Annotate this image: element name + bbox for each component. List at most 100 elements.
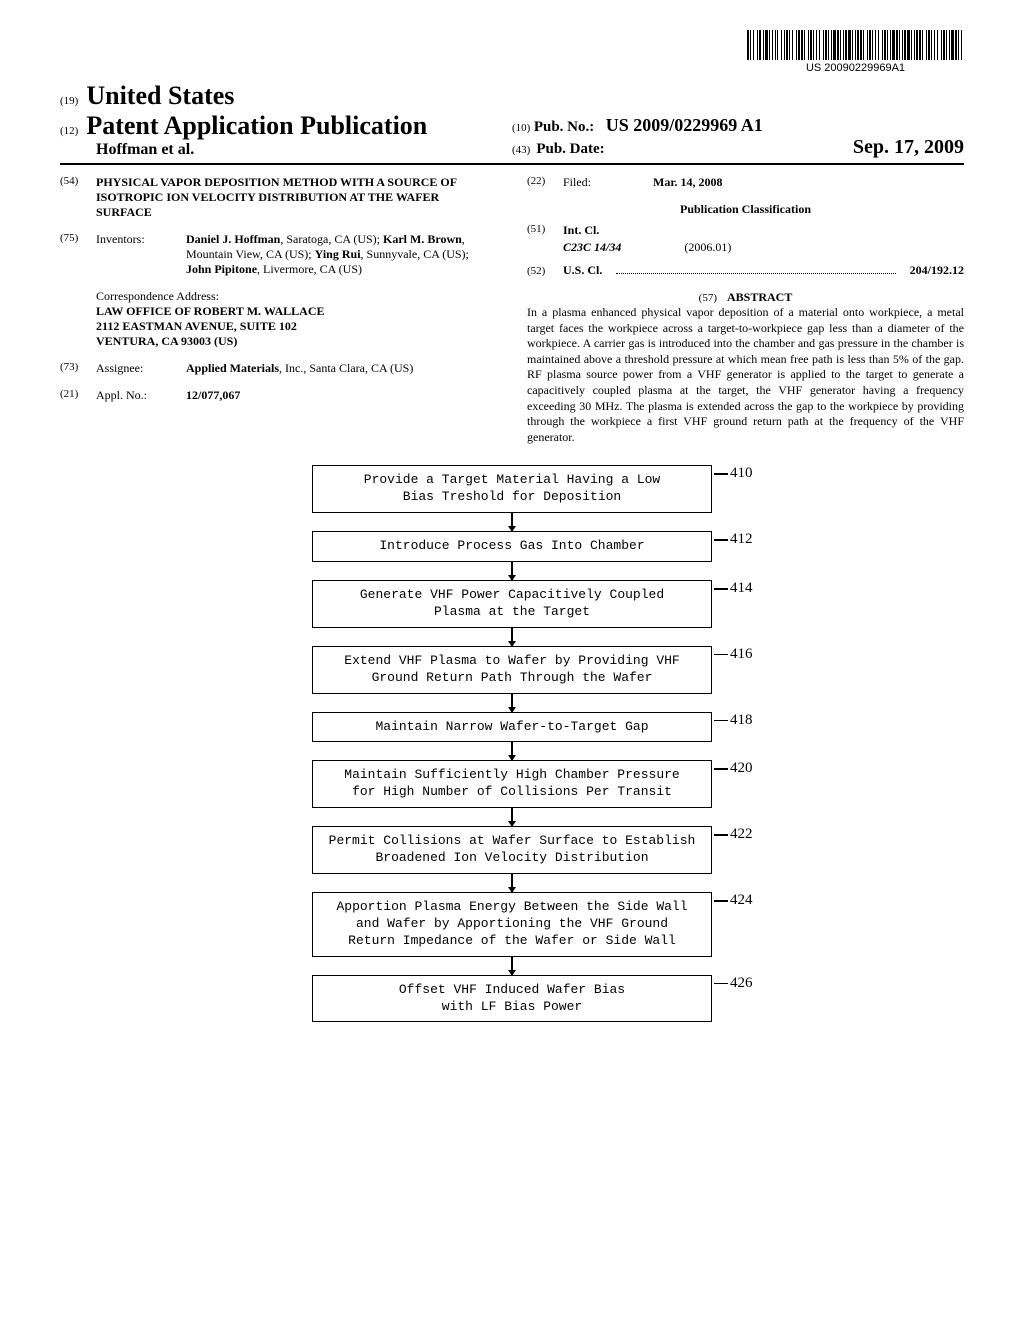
filed-label: Filed: [563, 175, 643, 190]
flow-step-416: Extend VHF Plasma to Wafer by Providing … [312, 646, 712, 694]
inid-52: (52) [527, 265, 553, 277]
flow-connector [714, 654, 728, 656]
flow-step-414: Generate VHF Power Capacitively CoupledP… [312, 580, 712, 628]
us-cl-row: (52) U.S. Cl. 204/192.12 [527, 263, 964, 278]
bibliographic-body: (54) PHYSICAL VAPOR DEPOSITION METHOD WI… [60, 175, 964, 445]
flow-arrow-icon [511, 957, 513, 975]
flow-step-422: Permit Collisions at Wafer Surface to Es… [312, 826, 712, 874]
left-column: (54) PHYSICAL VAPOR DEPOSITION METHOD WI… [60, 175, 497, 445]
flow-label: 412 [730, 531, 753, 548]
corr-line-2: 2112 EASTMAN AVENUE, SUITE 102 [96, 319, 497, 334]
flow-box: Maintain Sufficiently High Chamber Press… [312, 760, 712, 808]
flow-step-424: Apportion Plasma Energy Between the Side… [312, 892, 712, 957]
flow-arrow-icon [511, 742, 513, 760]
assignee-value: Applied Materials, Inc., Santa Clara, CA… [186, 361, 497, 376]
int-cl-code: C23C 14/34 [563, 240, 621, 254]
flow-label: 410 [730, 465, 753, 482]
classification-heading: Publication Classification [527, 202, 964, 217]
abstract-text: In a plasma enhanced physical vapor depo… [527, 305, 964, 445]
flow-connector [714, 900, 728, 902]
flow-label: 424 [730, 892, 753, 909]
barcode: US 20090229969A1 [747, 30, 964, 74]
pub-no-value: US 2009/0229969 A1 [606, 115, 763, 135]
flow-box: Apportion Plasma Energy Between the Side… [312, 892, 712, 957]
header-right: (10) Pub. No.: US 2009/0229969 A1 (43) P… [512, 115, 964, 159]
inventors-value: Daniel J. Hoffman, Saratoga, CA (US); Ka… [186, 232, 497, 277]
flow-step-420: Maintain Sufficiently High Chamber Press… [312, 760, 712, 808]
flow-box: Generate VHF Power Capacitively CoupledP… [312, 580, 712, 628]
flow-step-426: Offset VHF Induced Wafer Biaswith LF Bia… [312, 975, 712, 1023]
authors-surname: Hoffman et al. [96, 141, 512, 159]
inid-54: (54) [60, 175, 86, 220]
corr-label: Correspondence Address: [96, 289, 497, 304]
inid-19: (19) [60, 95, 78, 107]
inid-21: (21) [60, 388, 86, 403]
inid-43: (43) [512, 144, 530, 156]
appl-row: (21) Appl. No.: 12/077,067 [60, 388, 497, 403]
inid-22: (22) [527, 175, 553, 190]
int-cl-year: (2006.01) [684, 240, 731, 254]
flow-box: Provide a Target Material Having a LowBi… [312, 465, 712, 513]
appl-value: 12/077,067 [186, 388, 497, 403]
assignee-row: (73) Assignee: Applied Materials, Inc., … [60, 361, 497, 376]
flow-step-410: Provide a Target Material Having a LowBi… [312, 465, 712, 513]
flow-label: 414 [730, 580, 753, 597]
flow-connector [714, 834, 728, 836]
inventors-label: Inventors: [96, 232, 176, 277]
flow-label: 416 [730, 646, 753, 663]
us-cl-value: 204/192.12 [910, 263, 964, 278]
corr-line-3: VENTURA, CA 93003 (US) [96, 334, 497, 349]
barcode-area: US 20090229969A1 [60, 30, 964, 76]
barcode-bars [747, 30, 964, 60]
flow-connector [714, 539, 728, 541]
flow-arrow-icon [511, 874, 513, 892]
flow-box: Permit Collisions at Wafer Surface to Es… [312, 826, 712, 874]
inventors-row: (75) Inventors: Daniel J. Hoffman, Sarat… [60, 232, 497, 277]
flow-connector [714, 473, 728, 475]
flow-label: 418 [730, 712, 753, 729]
flow-box: Maintain Narrow Wafer-to-Target Gap [312, 712, 712, 743]
flow-box: Introduce Process Gas Into Chamber [312, 531, 712, 562]
title-row: (54) PHYSICAL VAPOR DEPOSITION METHOD WI… [60, 175, 497, 220]
flow-label: 420 [730, 760, 753, 777]
assignee-label: Assignee: [96, 361, 176, 376]
flowchart-diagram: Provide a Target Material Having a LowBi… [60, 465, 964, 1022]
flow-arrow-icon [511, 562, 513, 580]
country-line: (19) United States [60, 81, 964, 111]
pub-no-label: Pub. No.: [534, 119, 594, 135]
country: United States [86, 81, 234, 111]
us-cl-dots [616, 273, 895, 274]
abstract-label: ABSTRACT [727, 290, 792, 305]
flow-connector [714, 983, 728, 985]
int-cl-label: Int. Cl. [563, 223, 599, 238]
invention-title: PHYSICAL VAPOR DEPOSITION METHOD WITH A … [96, 175, 497, 220]
flow-label: 422 [730, 826, 753, 843]
inid-12: (12) [60, 125, 78, 137]
appl-label: Appl. No.: [96, 388, 176, 403]
patent-page: US 20090229969A1 (19) United States (12)… [0, 0, 1024, 1052]
flow-arrow-icon [511, 694, 513, 712]
inid-57: (57) [699, 292, 717, 304]
pub-date-label: Pub. Date: [536, 141, 604, 158]
flow-arrow-icon [511, 628, 513, 646]
inid-73: (73) [60, 361, 86, 376]
int-cl-row: (51) Int. Cl. [527, 223, 964, 238]
int-cl-value-row: C23C 14/34 (2006.01) [563, 240, 964, 255]
corr-line-1: LAW OFFICE OF ROBERT M. WALLACE [96, 304, 497, 319]
inid-75: (75) [60, 232, 86, 277]
pub-date-value: Sep. 17, 2009 [853, 136, 964, 159]
correspondence: Correspondence Address: LAW OFFICE OF RO… [96, 289, 497, 349]
right-column: (22) Filed: Mar. 14, 2008 Publication Cl… [527, 175, 964, 445]
us-cl-label: U.S. Cl. [563, 263, 602, 278]
flow-step-412: Introduce Process Gas Into Chamber412 [312, 531, 712, 562]
flow-step-418: Maintain Narrow Wafer-to-Target Gap418 [312, 712, 712, 743]
flow-arrow-icon [511, 808, 513, 826]
filed-value: Mar. 14, 2008 [653, 175, 964, 190]
publication-type: Patent Application Publication [86, 111, 427, 141]
inid-51: (51) [527, 223, 553, 238]
flow-box: Offset VHF Induced Wafer Biaswith LF Bia… [312, 975, 712, 1023]
barcode-text: US 20090229969A1 [747, 62, 964, 74]
flow-label: 426 [730, 975, 753, 992]
header-row: (12) Patent Application Publication Hoff… [60, 111, 964, 165]
flow-connector [714, 588, 728, 590]
